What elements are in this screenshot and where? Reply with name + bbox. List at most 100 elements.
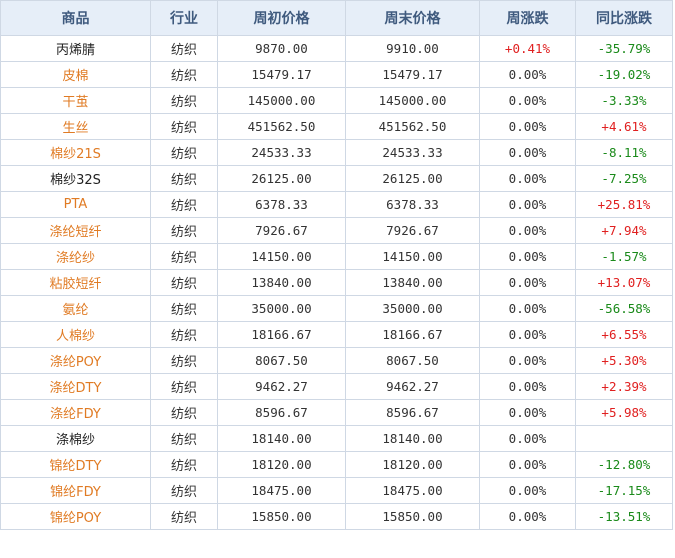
week-end-price: 26125.00 [345, 165, 480, 192]
week-change: 0.00% [479, 399, 576, 426]
commodity-name[interactable]: 棉纱21S [0, 139, 151, 166]
table-row: PTA 纺织 6378.33 6378.33 0.00% +25.81% [0, 191, 673, 218]
table-row: 锦纶FDY 纺织 18475.00 18475.00 0.00% -17.15% [0, 477, 673, 504]
industry-cell: 纺织 [150, 243, 218, 270]
week-start-price: 35000.00 [217, 295, 346, 322]
yoy-change: +5.98% [575, 399, 673, 426]
week-end-price: 18166.67 [345, 321, 480, 348]
week-end-price: 9462.27 [345, 373, 480, 400]
week-start-price: 9462.27 [217, 373, 346, 400]
industry-cell: 纺织 [150, 165, 218, 192]
week-end-price: 18475.00 [345, 477, 480, 504]
yoy-change: -8.11% [575, 139, 673, 166]
table-row: 棉纱21S 纺织 24533.33 24533.33 0.00% -8.11% [0, 139, 673, 166]
industry-cell: 纺织 [150, 347, 218, 374]
header-commodity: 商品 [0, 0, 151, 36]
header-industry: 行业 [150, 0, 218, 36]
commodity-name[interactable]: 人棉纱 [0, 321, 151, 348]
industry-cell: 纺织 [150, 113, 218, 140]
week-end-price: 8067.50 [345, 347, 480, 374]
week-change: 0.00% [479, 321, 576, 348]
week-end-price: 6378.33 [345, 191, 480, 218]
header-week-start-price: 周初价格 [217, 0, 346, 36]
header-week-change: 周涨跌 [479, 0, 576, 36]
yoy-change [575, 425, 673, 452]
commodity-name[interactable]: 涤纶FDY [0, 399, 151, 426]
week-end-price: 8596.67 [345, 399, 480, 426]
yoy-change: -1.57% [575, 243, 673, 270]
table-row: 涤棉纱 纺织 18140.00 18140.00 0.00% [0, 425, 673, 452]
yoy-change: +4.61% [575, 113, 673, 140]
week-change: 0.00% [479, 295, 576, 322]
week-change: 0.00% [479, 217, 576, 244]
commodity-name[interactable]: 涤纶短纤 [0, 217, 151, 244]
table-row: 棉纱32S 纺织 26125.00 26125.00 0.00% -7.25% [0, 165, 673, 192]
week-start-price: 14150.00 [217, 243, 346, 270]
commodity-name[interactable]: 锦纶POY [0, 503, 151, 530]
commodity-name[interactable]: 涤纶纱 [0, 243, 151, 270]
header-row: 商品 行业 周初价格 周末价格 周涨跌 同比涨跌 [0, 0, 673, 36]
table-row: 涤纶短纤 纺织 7926.67 7926.67 0.00% +7.94% [0, 217, 673, 244]
table-row: 涤纶FDY 纺织 8596.67 8596.67 0.00% +5.98% [0, 399, 673, 426]
industry-cell: 纺织 [150, 269, 218, 296]
week-end-price: 9910.00 [345, 35, 480, 62]
table-row: 锦纶POY 纺织 15850.00 15850.00 0.00% -13.51% [0, 503, 673, 530]
commodity-name[interactable]: 干茧 [0, 87, 151, 114]
week-end-price: 7926.67 [345, 217, 480, 244]
week-end-price: 15850.00 [345, 503, 480, 530]
yoy-change: -3.33% [575, 87, 673, 114]
week-change: 0.00% [479, 425, 576, 452]
week-change: 0.00% [479, 139, 576, 166]
yoy-change: -12.80% [575, 451, 673, 478]
week-end-price: 145000.00 [345, 87, 480, 114]
commodity-name[interactable]: 生丝 [0, 113, 151, 140]
table-row: 涤纶DTY 纺织 9462.27 9462.27 0.00% +2.39% [0, 373, 673, 400]
yoy-change: +7.94% [575, 217, 673, 244]
yoy-change: -13.51% [575, 503, 673, 530]
week-start-price: 18120.00 [217, 451, 346, 478]
week-end-price: 18140.00 [345, 425, 480, 452]
commodity-name[interactable]: PTA [0, 191, 151, 218]
week-change: 0.00% [479, 243, 576, 270]
week-change: 0.00% [479, 451, 576, 478]
table-row: 涤纶POY 纺织 8067.50 8067.50 0.00% +5.30% [0, 347, 673, 374]
commodity-name[interactable]: 氨纶 [0, 295, 151, 322]
table-row: 粘胶短纤 纺织 13840.00 13840.00 0.00% +13.07% [0, 269, 673, 296]
week-change: 0.00% [479, 61, 576, 88]
week-start-price: 13840.00 [217, 269, 346, 296]
week-start-price: 18140.00 [217, 425, 346, 452]
commodity-name[interactable]: 锦纶FDY [0, 477, 151, 504]
commodity-name[interactable]: 粘胶短纤 [0, 269, 151, 296]
commodity-name[interactable]: 皮棉 [0, 61, 151, 88]
yoy-change: +2.39% [575, 373, 673, 400]
commodity-name: 棉纱32S [0, 165, 151, 192]
table-row: 涤纶纱 纺织 14150.00 14150.00 0.00% -1.57% [0, 243, 673, 270]
yoy-change: -35.79% [575, 35, 673, 62]
commodity-name[interactable]: 涤纶POY [0, 347, 151, 374]
commodity-name[interactable]: 涤纶DTY [0, 373, 151, 400]
week-start-price: 24533.33 [217, 139, 346, 166]
yoy-change: -19.02% [575, 61, 673, 88]
yoy-change: +13.07% [575, 269, 673, 296]
week-change: 0.00% [479, 165, 576, 192]
yoy-change: -17.15% [575, 477, 673, 504]
week-start-price: 7926.67 [217, 217, 346, 244]
week-change: 0.00% [479, 373, 576, 400]
industry-cell: 纺织 [150, 217, 218, 244]
commodity-name[interactable]: 锦纶DTY [0, 451, 151, 478]
yoy-change: -7.25% [575, 165, 673, 192]
week-start-price: 18475.00 [217, 477, 346, 504]
industry-cell: 纺织 [150, 399, 218, 426]
industry-cell: 纺织 [150, 139, 218, 166]
week-end-price: 24533.33 [345, 139, 480, 166]
week-change: 0.00% [479, 503, 576, 530]
week-start-price: 145000.00 [217, 87, 346, 114]
week-start-price: 451562.50 [217, 113, 346, 140]
week-start-price: 26125.00 [217, 165, 346, 192]
week-change: 0.00% [479, 269, 576, 296]
industry-cell: 纺织 [150, 87, 218, 114]
industry-cell: 纺织 [150, 191, 218, 218]
week-start-price: 15479.17 [217, 61, 346, 88]
yoy-change: +5.30% [575, 347, 673, 374]
industry-cell: 纺织 [150, 503, 218, 530]
